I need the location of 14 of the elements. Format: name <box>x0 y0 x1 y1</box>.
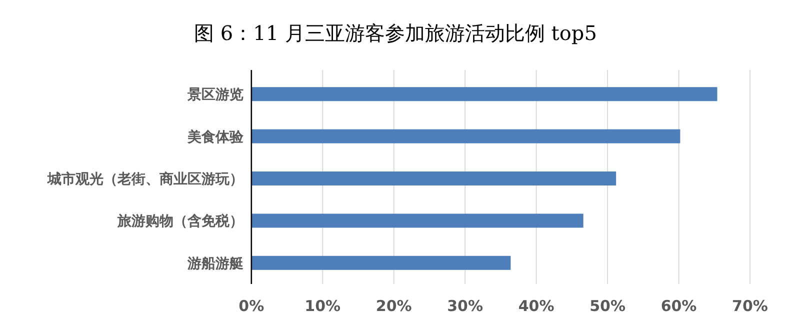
x-tick-label: 0% <box>238 297 264 315</box>
y-tick-label: 景区游览 <box>186 87 244 104</box>
x-tick-label: 30% <box>447 297 484 315</box>
x-tick-label: 10% <box>304 297 341 315</box>
x-tick-label: 40% <box>518 297 554 315</box>
x-tick-label: 60% <box>660 297 697 315</box>
y-tick-label: 游船游艇 <box>186 256 244 272</box>
x-tick-label: 20% <box>376 297 412 315</box>
y-tick-label: 旅游购物（含免税） <box>116 212 244 230</box>
x-tick-label: 50% <box>590 297 626 315</box>
y-tick-label: 美食体验 <box>186 128 244 146</box>
x-tick-label: 70% <box>732 297 768 315</box>
chart-title: 图 6：11 月三亚游客参加旅游活动比例 top5 <box>194 21 597 45</box>
y-tick-label: 城市观光（老街、商业区游玩） <box>46 170 244 188</box>
